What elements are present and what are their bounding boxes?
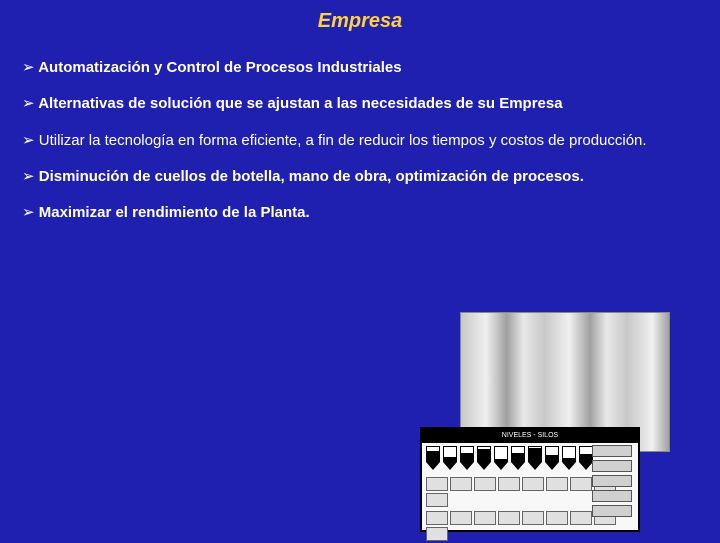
silo-icon <box>443 446 457 472</box>
panel-button <box>546 477 568 491</box>
panel-button <box>426 493 448 507</box>
silo-icon <box>545 446 559 472</box>
silo-icon <box>477 446 491 472</box>
panel-side-button <box>592 505 632 517</box>
bullet-arrow-icon: ➢ <box>22 204 35 221</box>
bullet-text: Automatización y Control de Procesos Ind… <box>38 59 401 76</box>
panel-side-button <box>592 490 632 502</box>
bullet-text: Utilizar la tecnología en forma eficient… <box>39 132 647 149</box>
silo-icon <box>511 446 525 472</box>
panel-title: NIVELES - SILOS <box>422 429 638 443</box>
panel-button <box>498 511 520 525</box>
silo-icon <box>460 446 474 472</box>
illustration: NIVELES - SILOS <box>420 312 680 532</box>
right-button-col <box>592 445 634 520</box>
bullet-item: ➢ Alternativas de solución que se ajusta… <box>22 94 698 114</box>
panel-button <box>474 477 496 491</box>
bullet-item: ➢ Utilizar la tecnología en forma eficie… <box>22 131 698 151</box>
panel-button <box>498 477 520 491</box>
panel-side-button <box>592 445 632 457</box>
bullet-item: ➢ Automatización y Control de Procesos I… <box>22 58 698 78</box>
bullet-arrow-icon: ➢ <box>22 59 35 76</box>
panel-button <box>474 511 496 525</box>
silo-icon <box>494 446 508 472</box>
panel-button <box>522 477 544 491</box>
panel-button <box>450 477 472 491</box>
bullet-arrow-icon: ➢ <box>22 132 35 149</box>
silo-icon <box>562 446 576 472</box>
panel-button <box>426 527 448 541</box>
panel-button <box>426 477 448 491</box>
panel-button <box>570 511 592 525</box>
panel-button <box>570 477 592 491</box>
bullet-item: ➢ Disminución de cuellos de botella, man… <box>22 167 698 187</box>
silo-icon <box>426 446 440 472</box>
panel-button <box>426 511 448 525</box>
panel-button <box>546 511 568 525</box>
panel-side-button <box>592 460 632 472</box>
panel-button <box>450 511 472 525</box>
panel-side-button <box>592 475 632 487</box>
bullet-text: Maximizar el rendimiento de la Planta. <box>39 204 310 221</box>
bullet-text: Alternativas de solución que se ajustan … <box>38 95 562 112</box>
control-panel: NIVELES - SILOS <box>420 427 640 532</box>
panel-button <box>522 511 544 525</box>
bullet-arrow-icon: ➢ <box>22 168 35 185</box>
silo-icon <box>528 446 542 472</box>
bullet-item: ➢ Maximizar el rendimiento de la Planta. <box>22 203 698 223</box>
silo-icon <box>579 446 593 472</box>
page-title: Empresa <box>0 10 720 33</box>
bullet-list: ➢ Automatización y Control de Procesos I… <box>22 58 698 239</box>
bullet-arrow-icon: ➢ <box>22 95 35 112</box>
bullet-text: Disminución de cuellos de botella, mano … <box>39 168 584 185</box>
